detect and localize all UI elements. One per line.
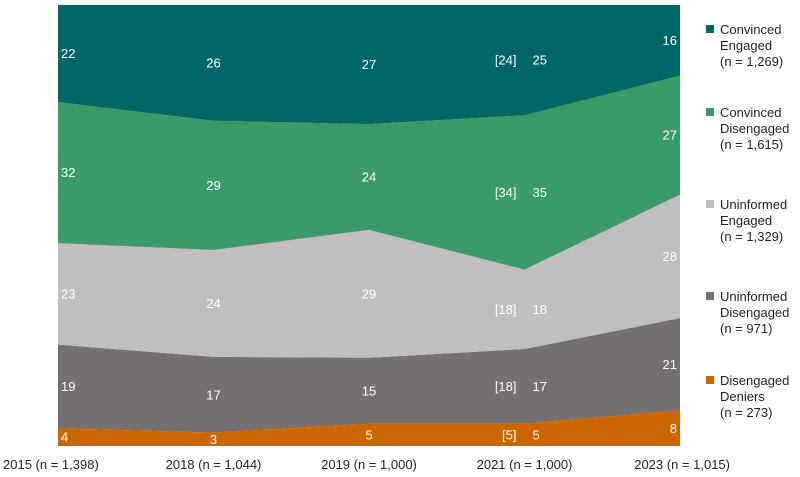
legend-label-disengaged-deniers: (n = 273) bbox=[720, 405, 772, 420]
data-label-uninformed-disengaged: 17 bbox=[533, 379, 547, 394]
x-tick-label: 2021 (n = 1,000) bbox=[477, 457, 573, 472]
data-label-bracketed-convinced-engaged: [24] bbox=[495, 53, 517, 68]
data-label-uninformed-engaged: 18 bbox=[533, 302, 547, 317]
legend-label-convinced-engaged: (n = 1,269) bbox=[720, 54, 783, 69]
data-label-convinced-disengaged: 29 bbox=[206, 178, 220, 193]
x-tick-label: 2023 (n = 1,015) bbox=[634, 457, 730, 472]
data-label-convinced-disengaged: 32 bbox=[61, 165, 75, 180]
area-disengaged-deniers bbox=[58, 410, 680, 446]
data-label-disengaged-deniers: 5 bbox=[533, 428, 540, 443]
area-uninformed-engaged bbox=[58, 194, 680, 358]
x-tick-label: 2015 (n = 1,398) bbox=[3, 457, 99, 472]
legend-swatch-disengaged-deniers bbox=[706, 376, 714, 384]
data-label-uninformed-disengaged: 17 bbox=[206, 387, 220, 402]
data-label-convinced-engaged: 25 bbox=[533, 53, 547, 68]
area-convinced-engaged bbox=[58, 5, 680, 125]
legend-swatch-convinced-engaged bbox=[706, 25, 714, 33]
data-label-disengaged-deniers: 3 bbox=[210, 432, 217, 447]
data-label-bracketed-uninformed-disengaged: [18] bbox=[495, 379, 517, 394]
data-label-convinced-engaged: 16 bbox=[663, 33, 677, 48]
data-label-convinced-disengaged: 27 bbox=[663, 128, 677, 143]
data-label-convinced-engaged: 27 bbox=[362, 57, 376, 72]
legend-label-convinced-disengaged: (n = 1,615) bbox=[720, 137, 783, 152]
legend-swatch-uninformed-engaged bbox=[706, 200, 714, 208]
data-label-disengaged-deniers: 4 bbox=[61, 430, 68, 445]
legend-label-uninformed-engaged: Engaged bbox=[720, 213, 772, 228]
legend-label-uninformed-engaged: (n = 1,329) bbox=[720, 229, 783, 244]
legend-label-uninformed-engaged: Uninformed bbox=[720, 197, 787, 212]
area-layer bbox=[58, 5, 680, 446]
legend-label-convinced-disengaged: Convinced bbox=[720, 105, 781, 120]
legend-label-uninformed-disengaged: Disengaged bbox=[720, 305, 789, 320]
data-label-convinced-disengaged: 24 bbox=[362, 170, 376, 185]
area-uninformed-disengaged bbox=[58, 318, 680, 433]
legend-swatch-uninformed-disengaged bbox=[706, 292, 714, 300]
data-label-convinced-disengaged: 35 bbox=[533, 185, 547, 200]
data-label-uninformed-engaged: 24 bbox=[206, 296, 220, 311]
data-label-uninformed-engaged: 29 bbox=[362, 286, 376, 301]
data-label-convinced-engaged: 26 bbox=[206, 55, 220, 70]
legend-label-uninformed-disengaged: (n = 971) bbox=[720, 321, 772, 336]
legend-label-convinced-engaged: Engaged bbox=[720, 38, 772, 53]
legend-label-convinced-disengaged: Disengaged bbox=[720, 121, 789, 136]
data-label-uninformed-disengaged: 21 bbox=[663, 357, 677, 372]
data-label-uninformed-engaged: 28 bbox=[663, 249, 677, 264]
x-tick-label: 2018 (n = 1,044) bbox=[166, 457, 262, 472]
legend-swatch-convinced-disengaged bbox=[706, 108, 714, 116]
data-label-bracketed-uninformed-engaged: [18] bbox=[495, 302, 517, 317]
data-label-uninformed-disengaged: 19 bbox=[61, 379, 75, 394]
legend-label-disengaged-deniers: Deniers bbox=[720, 389, 765, 404]
data-label-bracketed-convinced-disengaged: [34] bbox=[495, 185, 517, 200]
data-label-convinced-engaged: 22 bbox=[61, 46, 75, 61]
x-tick-label: 2019 (n = 1,000) bbox=[321, 457, 417, 472]
legend-label-uninformed-disengaged: Uninformed bbox=[720, 289, 787, 304]
data-label-uninformed-engaged: 23 bbox=[61, 286, 75, 301]
legend-label-convinced-engaged: Convinced bbox=[720, 22, 781, 37]
data-label-bracketed-disengaged-deniers: [5] bbox=[502, 428, 516, 443]
data-label-disengaged-deniers: 8 bbox=[670, 421, 677, 436]
data-label-disengaged-deniers: 5 bbox=[365, 428, 372, 443]
data-label-uninformed-disengaged: 15 bbox=[362, 383, 376, 398]
x-axis: 2015 (n = 1,398) 2018 (n = 1,044) 2019 (n … bbox=[3, 457, 730, 472]
area-convinced-disengaged bbox=[58, 75, 680, 270]
legend-label-disengaged-deniers: Disengaged bbox=[720, 373, 789, 388]
